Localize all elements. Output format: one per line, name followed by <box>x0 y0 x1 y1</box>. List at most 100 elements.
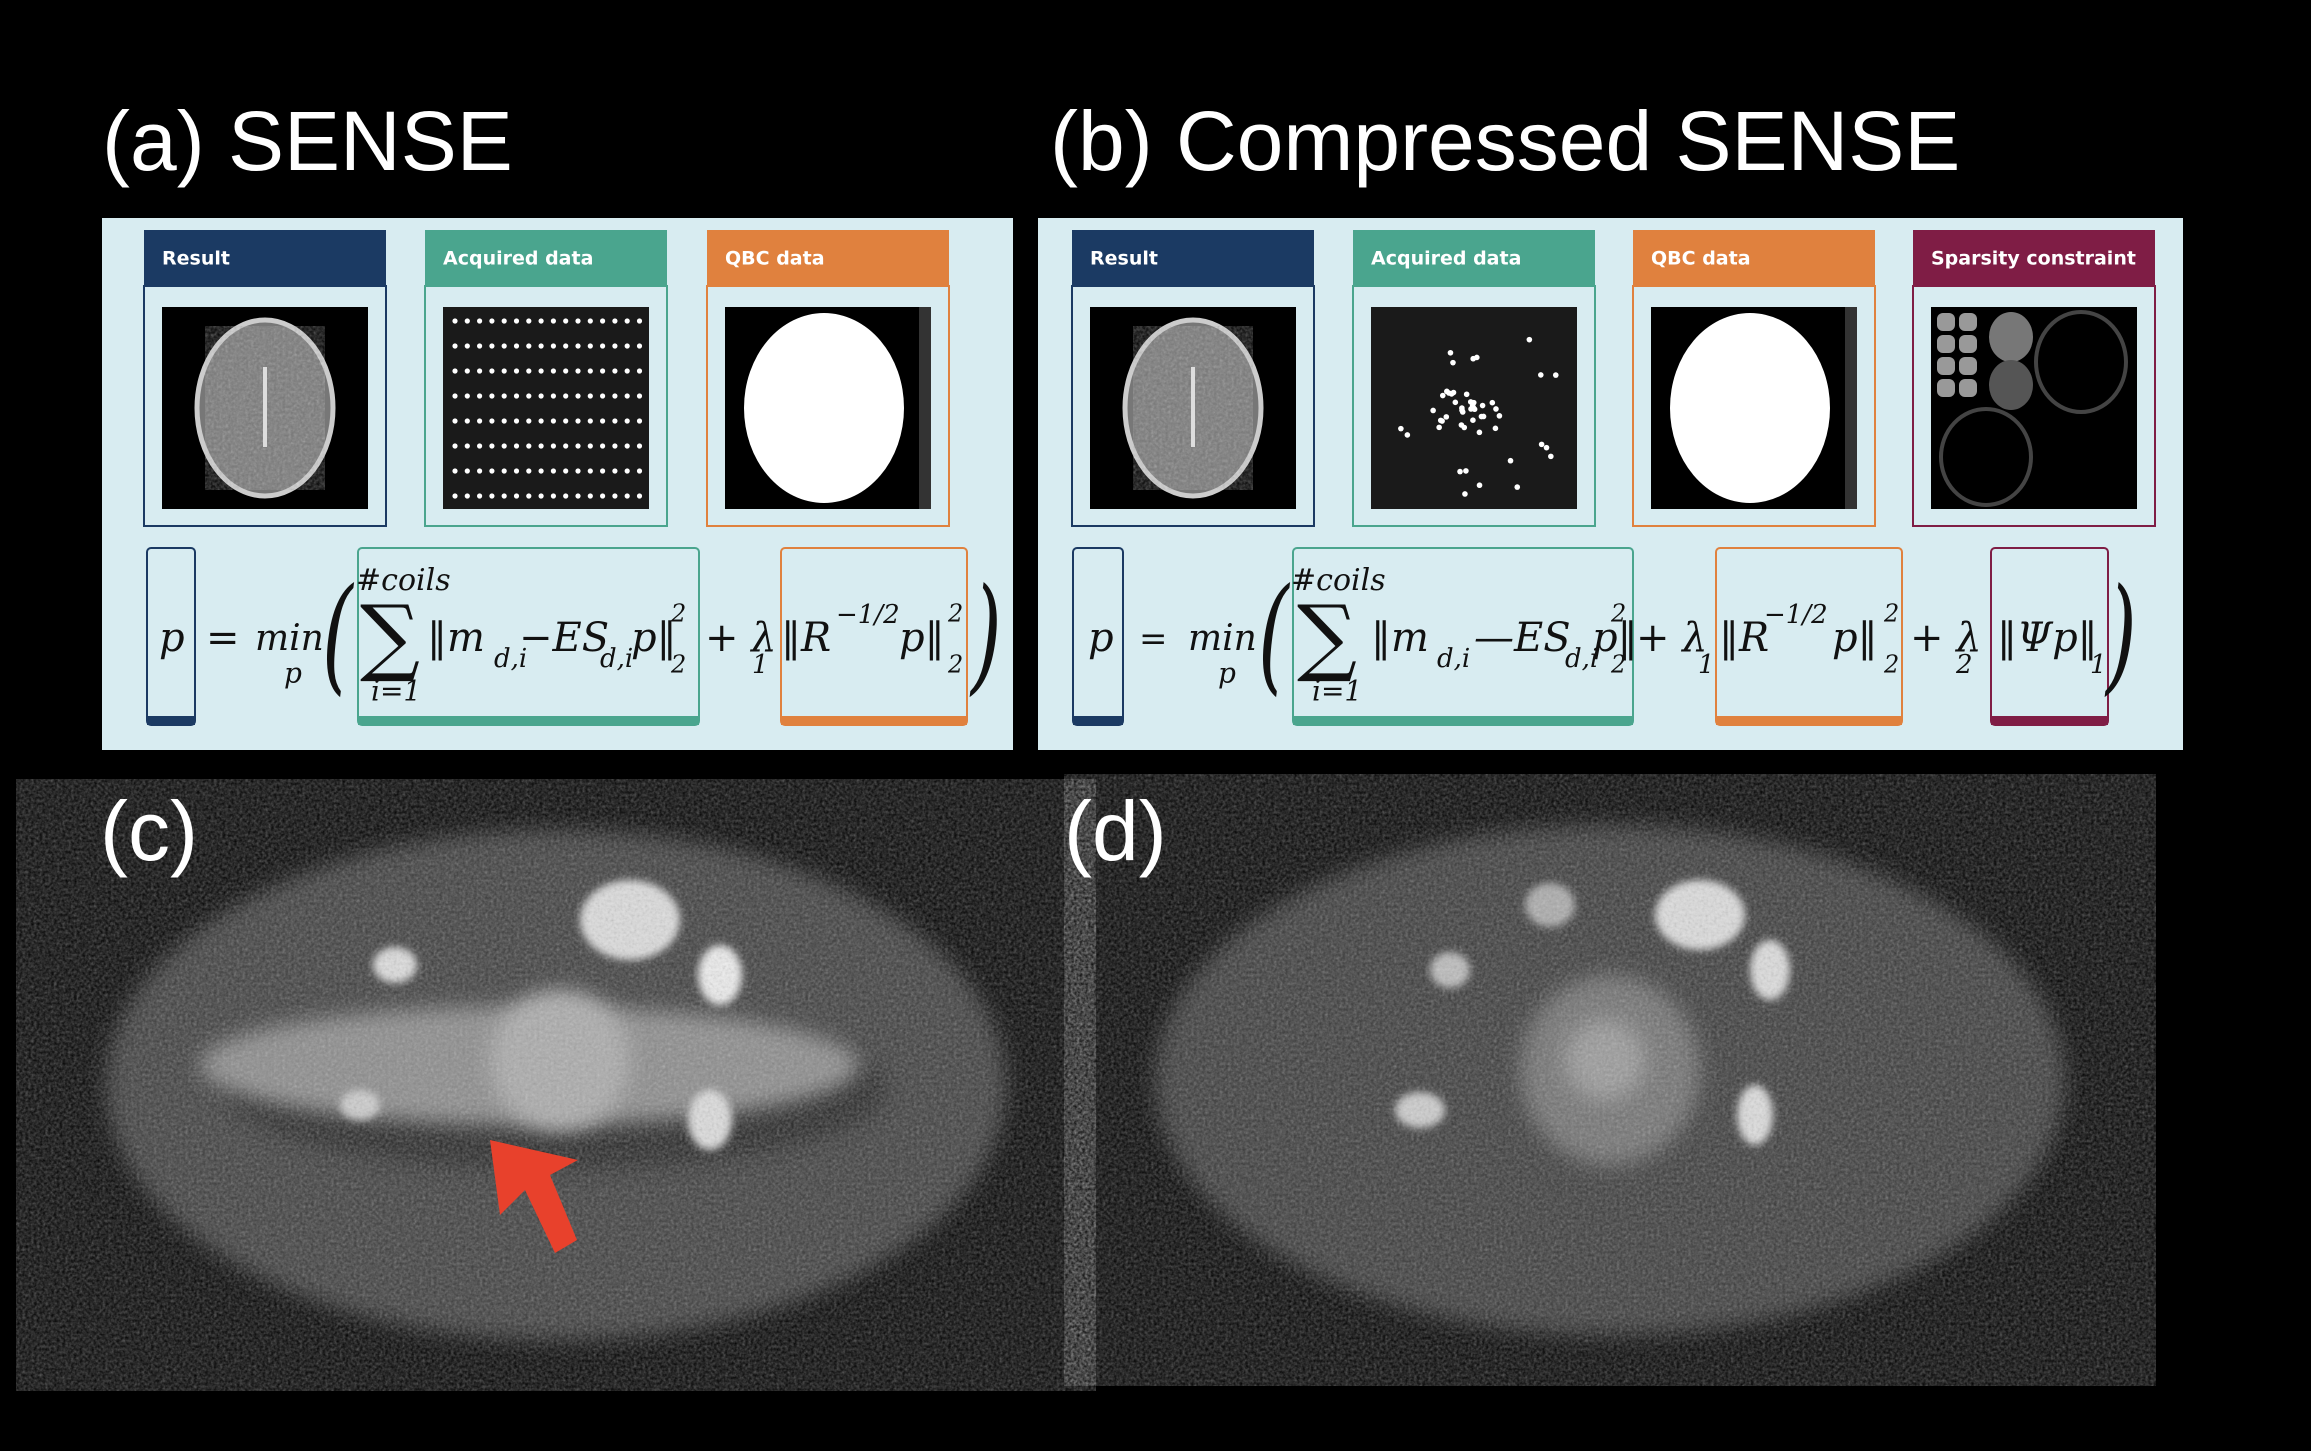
sample <box>538 443 544 449</box>
formula-part: 1 <box>1698 650 1715 680</box>
sample <box>575 468 581 474</box>
sample <box>600 443 606 449</box>
sample <box>587 443 593 449</box>
formula-part: min <box>1188 618 1257 659</box>
sample <box>1436 424 1442 431</box>
sample <box>636 443 643 449</box>
sample <box>501 443 507 449</box>
tile <box>1959 357 1977 375</box>
formula-part: ( <box>322 560 354 708</box>
header-bar <box>1072 230 1314 286</box>
sample <box>1457 468 1463 475</box>
tile <box>1937 357 1955 375</box>
sample <box>477 468 483 474</box>
sample <box>624 368 630 374</box>
sample <box>489 368 495 374</box>
sample <box>612 318 618 324</box>
formula-part: −1/2 <box>1764 600 1828 630</box>
sample <box>477 443 483 449</box>
sample <box>612 393 618 399</box>
sample <box>1514 484 1521 490</box>
formula-part: d,i <box>494 644 527 674</box>
sample <box>1430 407 1436 414</box>
header-text: QBC data <box>725 248 825 270</box>
sample <box>563 393 569 399</box>
sample <box>1493 406 1499 412</box>
sample <box>550 343 557 349</box>
sample <box>526 468 532 474</box>
image-frame <box>143 285 387 527</box>
sample <box>513 468 520 474</box>
sample <box>624 418 630 424</box>
image-frame <box>706 285 950 527</box>
header-text: QBC data <box>1651 248 1751 270</box>
formula-part: ∑ <box>360 587 420 685</box>
image-frame <box>1912 285 2156 527</box>
term-bar <box>147 716 195 725</box>
formula-part: p‖ <box>631 615 677 661</box>
sample <box>624 468 630 474</box>
sample <box>636 343 643 349</box>
sample <box>587 468 593 474</box>
sample <box>526 493 532 499</box>
sample <box>587 343 593 349</box>
formula-part: #coils <box>356 563 451 598</box>
sample <box>526 343 532 349</box>
sample <box>1470 417 1476 423</box>
sample <box>464 443 470 449</box>
sample <box>575 393 581 399</box>
sample <box>600 368 606 374</box>
formula-part: = <box>1139 619 1168 659</box>
sample <box>550 493 557 499</box>
sample <box>464 393 470 399</box>
sample <box>563 318 569 324</box>
formula-part: p <box>1218 657 1236 690</box>
sample <box>1443 414 1450 420</box>
sample <box>563 493 569 499</box>
sample <box>587 368 593 374</box>
sample <box>636 418 643 424</box>
sample <box>538 468 544 474</box>
sample <box>624 343 630 349</box>
sample <box>526 418 532 424</box>
formula-part: + λ <box>1636 615 1708 661</box>
image-edge <box>919 307 931 509</box>
mask <box>744 313 904 503</box>
header-bar <box>144 230 386 286</box>
sample <box>501 493 507 499</box>
header-bar <box>1913 230 2155 286</box>
sample <box>513 318 520 324</box>
formula-part: ( <box>1258 560 1290 708</box>
image-frame <box>424 285 668 527</box>
sample <box>501 368 507 374</box>
sample <box>1447 349 1454 356</box>
term-bar <box>358 716 699 725</box>
sample <box>563 418 569 424</box>
sample <box>489 443 495 449</box>
sample <box>550 368 557 374</box>
sample <box>501 393 507 399</box>
sample <box>1459 407 1465 414</box>
tile <box>1959 335 1977 353</box>
sample <box>1452 399 1459 406</box>
image-frame <box>1352 285 1596 527</box>
sample <box>477 318 483 324</box>
sample <box>526 443 532 449</box>
sample <box>489 468 495 474</box>
image-bg <box>443 307 649 509</box>
panel-label: (d) <box>1064 784 1167 878</box>
formula-part: −ES <box>519 615 609 661</box>
sample <box>452 343 458 349</box>
sample <box>1476 482 1483 489</box>
sample <box>600 493 606 499</box>
sample <box>513 443 520 449</box>
header-bar <box>1353 230 1595 286</box>
sample <box>575 493 581 499</box>
sample <box>1526 336 1533 343</box>
formula-part: 2 <box>1955 650 1973 680</box>
sample <box>587 393 593 399</box>
formula-part: p‖ <box>899 615 945 661</box>
sample <box>1476 429 1483 436</box>
sample <box>501 343 507 349</box>
formula-part: 2 <box>1610 600 1626 628</box>
